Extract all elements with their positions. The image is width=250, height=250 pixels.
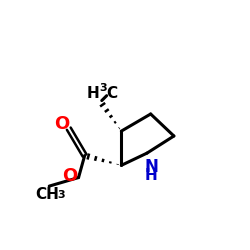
Text: 3: 3	[99, 83, 107, 93]
Text: 3: 3	[57, 190, 65, 200]
Text: O: O	[54, 115, 69, 133]
Text: O: O	[62, 167, 78, 185]
Text: C: C	[107, 86, 118, 101]
Text: N: N	[144, 158, 158, 176]
Text: CH: CH	[35, 187, 59, 202]
Text: H: H	[86, 86, 99, 101]
Text: H: H	[145, 168, 158, 182]
